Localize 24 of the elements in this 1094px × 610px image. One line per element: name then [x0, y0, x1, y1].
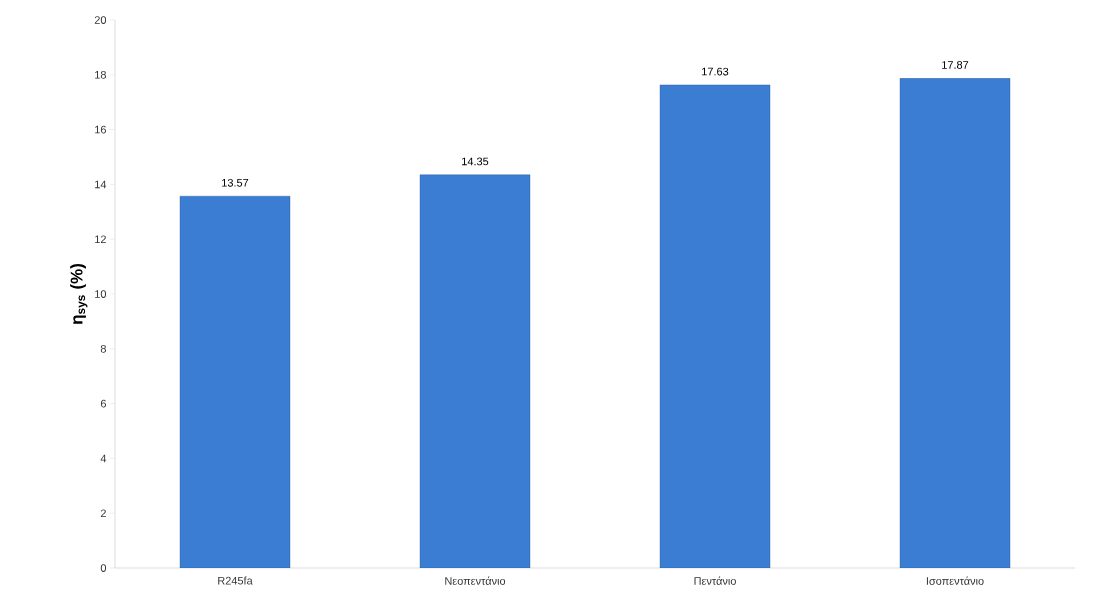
- bar: [179, 195, 291, 568]
- y-tick-label: 16: [95, 125, 106, 134]
- x-tick-label: R245fa: [218, 576, 253, 585]
- x-tick-label: Ισοπεντάνιο: [926, 576, 984, 585]
- y-tick-label: 10: [95, 290, 107, 298]
- data-label: 17.87: [942, 61, 969, 69]
- y-tick-label: 12: [95, 235, 106, 244]
- x-tick-label: Πεντάνιο: [694, 576, 736, 585]
- y-tick-label: 18: [95, 70, 106, 79]
- y-tick-label: 2: [100, 509, 106, 518]
- data-label: 13.57: [222, 178, 249, 187]
- bar: [419, 174, 531, 568]
- y-tick-label: 20: [94, 16, 107, 24]
- y-tick-label: 14: [95, 180, 107, 189]
- y-tick-label: 6: [100, 399, 106, 408]
- y-tick-label: 4: [100, 454, 107, 463]
- y-tick-label: 0: [100, 564, 107, 572]
- bar: [899, 78, 1011, 568]
- data-label: 14.35: [462, 157, 489, 166]
- data-label: 17.63: [702, 67, 729, 76]
- x-tick-label: Νεοπεντάνιο: [445, 576, 506, 585]
- bar: [659, 84, 771, 568]
- y-axis-title: η$_{sys}$ (%): [70, 264, 88, 324]
- y-tick-label: 8: [100, 344, 106, 353]
